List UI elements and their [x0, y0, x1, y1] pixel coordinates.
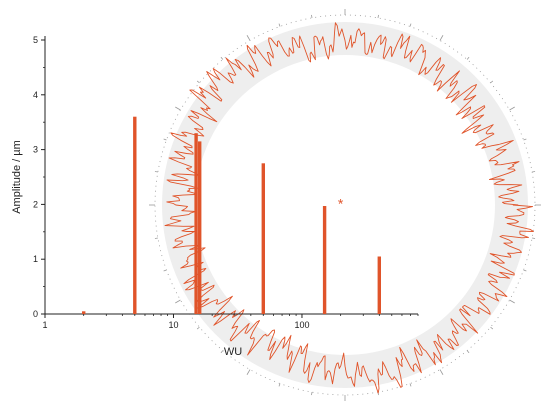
roundness-profile-inset — [149, 9, 541, 401]
polar-scale-tick — [220, 350, 224, 354]
polar-scale-tick — [163, 138, 167, 141]
y-tick-label: 5 — [33, 35, 38, 45]
x-ticks: 1 10 100 — [42, 314, 419, 330]
y-tick-label: 3 — [33, 145, 38, 155]
polar-scale-tick — [490, 326, 494, 330]
polar-scale-tick — [278, 23, 281, 27]
polar-scale-tick — [246, 35, 251, 41]
y-tick-label: 2 — [33, 199, 38, 209]
polar-scale-tick — [532, 171, 536, 173]
polar-scale-tick — [409, 23, 412, 27]
y-ticks: 0 1 2 3 4 5 — [33, 35, 45, 319]
polar-scale-tick — [439, 35, 444, 41]
polar-scale-tick — [278, 383, 281, 387]
polar-scale-tick — [509, 299, 515, 304]
bar — [261, 163, 265, 314]
y-axis-title: Amplitude / µm — [11, 140, 23, 214]
x-tick-label: 1 — [42, 320, 47, 330]
bar — [198, 141, 202, 314]
y-tick-label: 0 — [33, 309, 38, 319]
x-tick-label: 100 — [294, 320, 309, 330]
polar-scale-tick — [466, 350, 470, 354]
y-tick-label: 1 — [33, 254, 38, 264]
polar-scale-tick — [439, 369, 444, 375]
y-tick-label: 4 — [33, 90, 38, 100]
bars — [82, 116, 381, 314]
polar-scale-tick — [175, 106, 181, 111]
polar-scale-tick — [220, 56, 224, 60]
x-tick-label: 10 — [168, 320, 178, 330]
x-axis-title: WU — [224, 346, 242, 358]
polar-scale-tick — [311, 392, 313, 396]
polar-scale-tick — [311, 14, 313, 18]
polar-scale-tick — [490, 80, 494, 84]
bar — [322, 206, 327, 314]
polar-scale-tick — [466, 56, 470, 60]
polar-scale-tick — [175, 299, 181, 304]
polar-scale-circle — [154, 14, 536, 396]
polar-scale-tick — [246, 369, 251, 375]
polar-scale-tick — [196, 80, 200, 84]
polar-scale-tick — [523, 138, 527, 141]
bar — [133, 116, 137, 314]
polar-scale-ticks — [149, 9, 541, 401]
polar-scale-tick — [409, 383, 412, 387]
polar-scale-tick — [154, 171, 158, 173]
roundness-profile-line — [164, 22, 534, 394]
polar-scale-tick — [154, 237, 158, 239]
polar-scale-tick — [509, 106, 515, 111]
polar-scale-tick — [532, 237, 536, 239]
bar — [82, 311, 86, 314]
polar-scale-tick — [377, 14, 379, 18]
bar — [377, 256, 381, 314]
polar-scale-tick — [163, 269, 167, 272]
profile-band — [162, 22, 528, 388]
bar — [194, 133, 198, 314]
annotation-marker: * — [338, 195, 344, 211]
polar-scale-tick — [523, 269, 527, 272]
polar-scale-tick — [196, 326, 200, 330]
annotations: * — [338, 195, 344, 211]
